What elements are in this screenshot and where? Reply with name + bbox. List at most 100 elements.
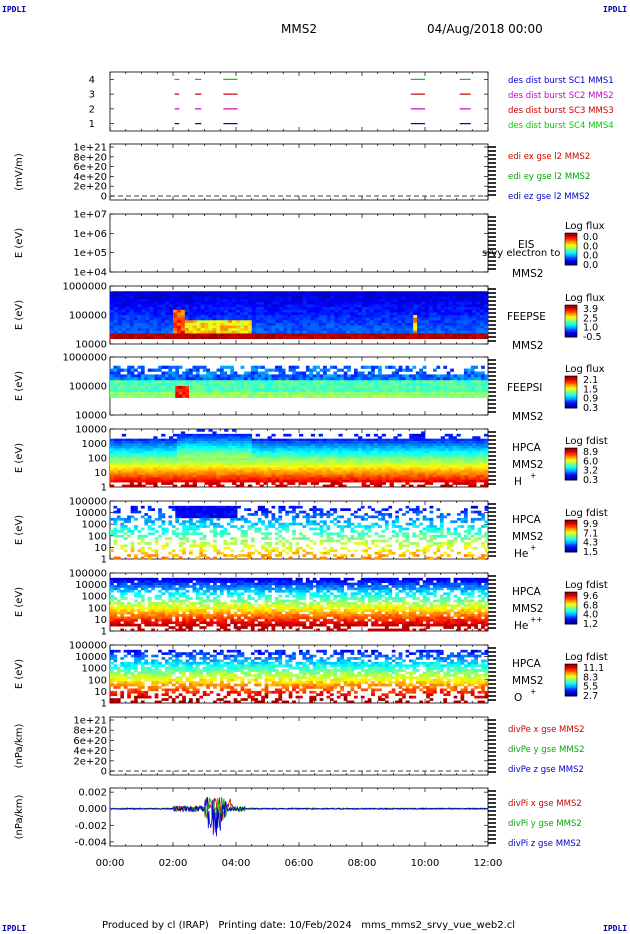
spectrogram-cell bbox=[453, 394, 458, 398]
spectrogram-cell bbox=[302, 474, 308, 478]
spectrogram-cell bbox=[165, 309, 170, 313]
spectrogram-cell bbox=[208, 455, 213, 459]
spectrogram-cell bbox=[456, 320, 461, 324]
spectrogram-cell bbox=[145, 320, 150, 324]
spectrogram-cell bbox=[184, 467, 190, 471]
spectrogram-cell bbox=[350, 455, 355, 459]
spectrogram-cell bbox=[250, 391, 255, 395]
spectrogram-cell bbox=[192, 477, 197, 481]
spectrogram-cell bbox=[200, 450, 205, 454]
spectrogram-cell bbox=[133, 455, 138, 459]
spectrogram-cell bbox=[259, 301, 264, 305]
spectrogram-cell bbox=[381, 377, 386, 381]
spectrogram-cell bbox=[408, 377, 413, 381]
spectrogram-cell bbox=[145, 307, 150, 311]
spectrogram-cell bbox=[110, 474, 115, 478]
spectrogram-cell bbox=[153, 336, 158, 340]
spectrogram-cell bbox=[358, 465, 363, 468]
spectrogram-cell bbox=[255, 301, 260, 305]
spectrogram-cell bbox=[180, 465, 186, 468]
spectrogram-cell bbox=[371, 377, 375, 381]
spectrogram-cell bbox=[398, 388, 403, 393]
spectrogram-cell bbox=[291, 482, 296, 485]
spectrogram-cell bbox=[157, 320, 162, 324]
spectrogram-cell bbox=[113, 388, 118, 393]
spectrogram-cell bbox=[202, 377, 207, 381]
spectrogram-cell bbox=[405, 377, 410, 381]
spectrogram-cell bbox=[415, 374, 420, 378]
spectrogram-cell bbox=[165, 438, 170, 442]
spectrogram-cell bbox=[110, 458, 115, 461]
spectrogram-cell bbox=[200, 317, 205, 321]
spectrogram-cell bbox=[151, 368, 155, 372]
spectrogram-cell bbox=[484, 328, 489, 332]
spectrogram-cell bbox=[381, 328, 386, 332]
spectrogram-cell bbox=[200, 299, 205, 303]
spectrogram-cell bbox=[467, 394, 472, 398]
spectrogram-cell bbox=[264, 371, 269, 375]
spectrogram-cell bbox=[302, 296, 308, 300]
spectrogram-cell bbox=[377, 474, 382, 478]
spectrogram-cell bbox=[371, 371, 375, 375]
spectrogram-cell bbox=[391, 391, 396, 395]
spectrogram-cell bbox=[314, 467, 319, 471]
colorbar-cell bbox=[565, 385, 577, 388]
spectrogram-cell bbox=[228, 450, 233, 454]
spectrogram-cell bbox=[213, 391, 217, 395]
spectrogram-cell bbox=[165, 448, 170, 452]
spectrogram-cell bbox=[123, 388, 128, 393]
spectrogram-cell bbox=[278, 383, 283, 387]
spectrogram-cell bbox=[204, 320, 209, 324]
spectrogram-cell bbox=[318, 291, 323, 295]
spectrogram-cell bbox=[212, 315, 217, 318]
spectrogram-cell bbox=[228, 455, 233, 459]
spectrogram-cell bbox=[470, 388, 475, 393]
spectrogram-cell bbox=[340, 368, 344, 372]
spectrogram-cell bbox=[247, 317, 253, 321]
spectrogram-cell bbox=[157, 333, 162, 337]
spectrogram-cell bbox=[481, 388, 485, 393]
colorbar-cell bbox=[565, 318, 577, 321]
spectrogram-cell bbox=[358, 312, 363, 316]
spectrogram-cell bbox=[369, 474, 375, 478]
spectrogram-cell bbox=[385, 307, 390, 311]
spectrogram-cell bbox=[274, 391, 279, 395]
spectrogram-cell bbox=[271, 368, 276, 372]
spectrogram-cell bbox=[184, 479, 190, 483]
spectrogram-cell bbox=[448, 304, 453, 308]
spectrogram-cell bbox=[271, 433, 276, 437]
spectrogram-cell bbox=[228, 293, 233, 297]
spectrogram-cell bbox=[417, 333, 422, 337]
spectrogram-cell bbox=[409, 472, 414, 476]
spectrogram-cell bbox=[125, 470, 130, 473]
colorbar-cell bbox=[565, 255, 577, 258]
spectrogram-cell bbox=[176, 312, 182, 316]
spectrogram-cell bbox=[141, 453, 146, 456]
spectrogram-cell bbox=[133, 474, 138, 478]
spectrogram-cell bbox=[415, 391, 420, 395]
spectrogram-cell bbox=[338, 299, 343, 303]
spectrogram-cell bbox=[389, 322, 394, 326]
spectrogram-cell bbox=[161, 301, 166, 305]
spectrogram-cell bbox=[216, 312, 221, 316]
spectrogram-cell bbox=[117, 450, 123, 454]
spectrogram-cell bbox=[113, 304, 119, 308]
spectrogram-cell bbox=[288, 386, 293, 390]
y-tick-label: 100000 bbox=[69, 382, 107, 393]
spectrogram-cell bbox=[357, 374, 362, 378]
spectrogram-cell bbox=[299, 391, 303, 395]
spectrogram-cell bbox=[409, 307, 414, 311]
spectrogram-cell bbox=[305, 365, 310, 369]
spectrogram-cell bbox=[169, 479, 174, 483]
spectrogram-cell bbox=[153, 312, 158, 316]
spectrogram-cell bbox=[318, 477, 323, 481]
spectrogram-cell bbox=[405, 301, 410, 305]
spectrogram-cell bbox=[330, 336, 335, 340]
spectrogram-cell bbox=[125, 315, 130, 318]
spectrogram-cell bbox=[117, 304, 123, 308]
spectrogram-cell bbox=[432, 320, 438, 324]
spectrogram-cell bbox=[322, 467, 327, 471]
spectrogram-cell bbox=[165, 315, 170, 318]
spectrogram-cell bbox=[391, 383, 396, 387]
spectrogram-cell bbox=[113, 377, 118, 381]
